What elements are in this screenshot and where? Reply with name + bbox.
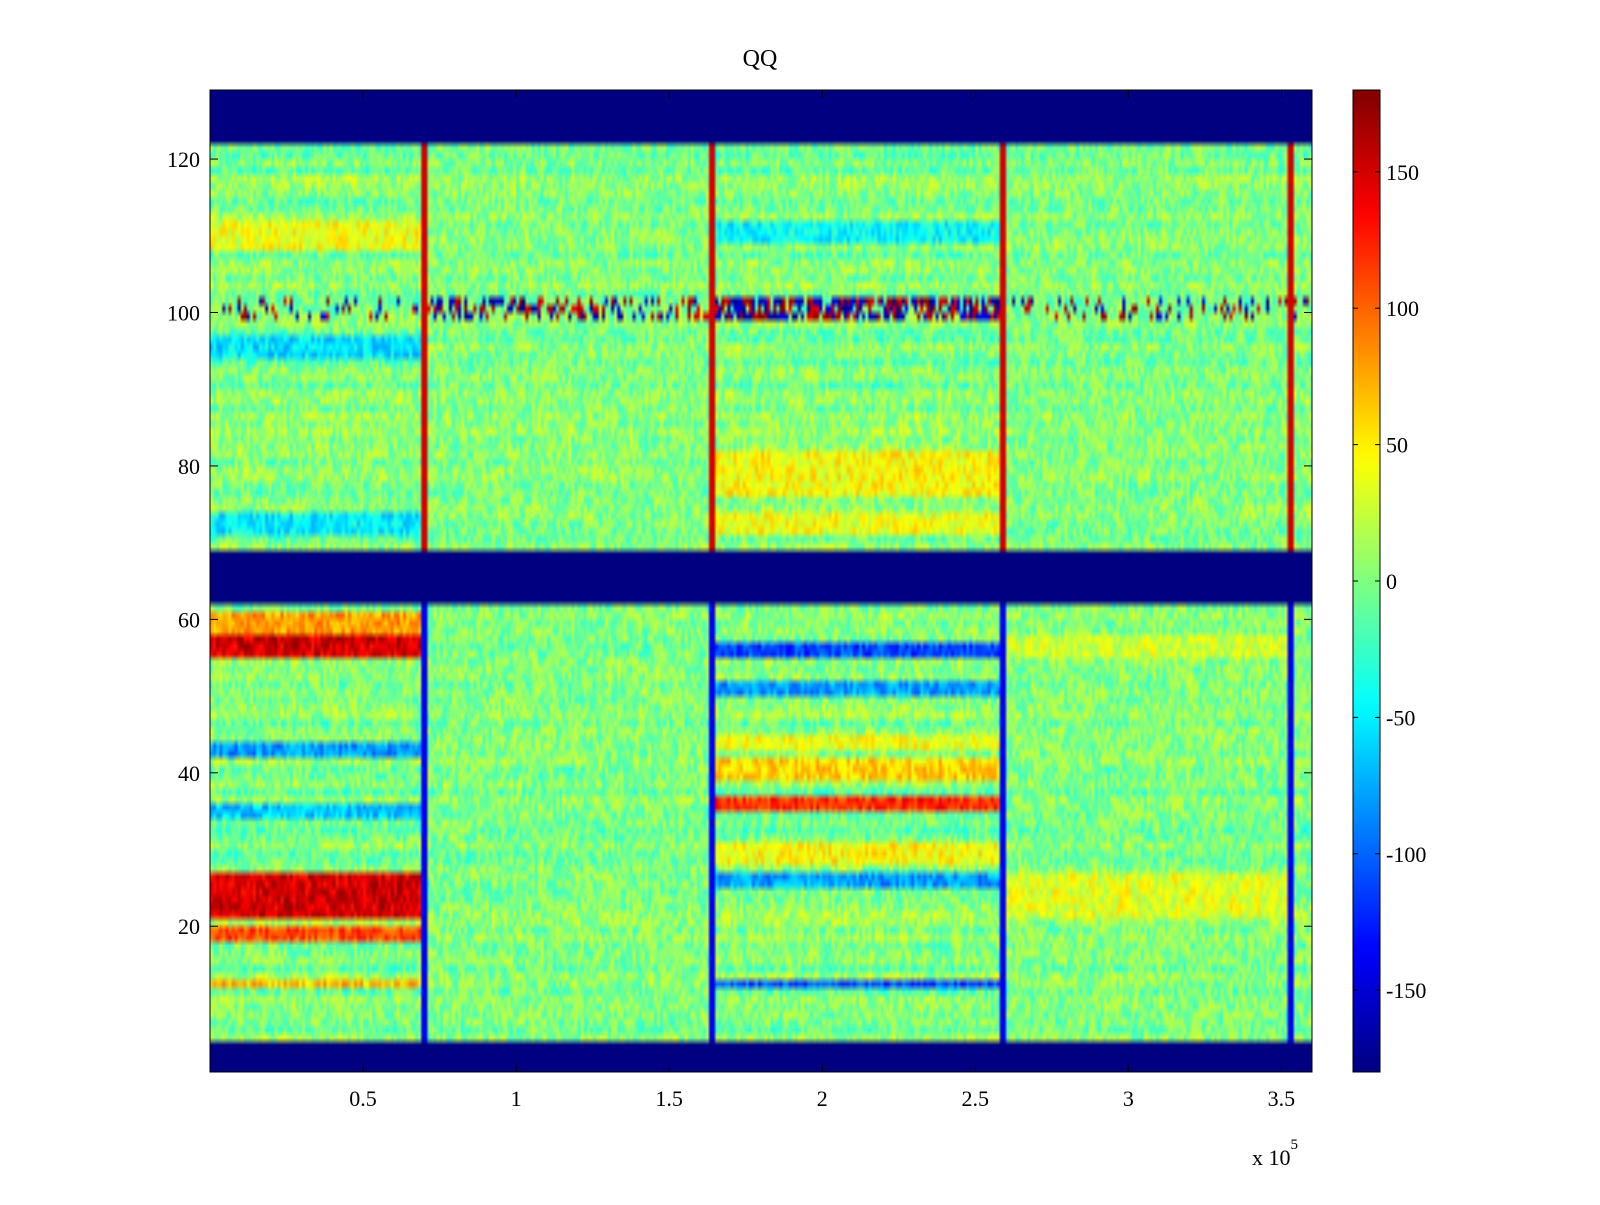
x-tick-label: 1 [511, 1086, 522, 1111]
colorbar-tick-label: -100 [1386, 842, 1426, 867]
colorbar-tick-label: 100 [1386, 296, 1419, 321]
chart-title: QQ [743, 46, 778, 72]
x-axis: 0.5 1 1.5 2 2.5 3 3.5 [349, 90, 1295, 1111]
plot-frame [209, 89, 1313, 1073]
x-tick-label: 2 [817, 1086, 828, 1111]
x-tick-label: 3.5 [1268, 1086, 1296, 1111]
y-tick-label: 40 [178, 761, 200, 786]
y-tick-label: 20 [178, 914, 200, 939]
y-axis: 20 40 60 80 100 120 [167, 147, 1312, 939]
x-tick-label: 3 [1123, 1086, 1134, 1111]
colorbar-tick-label: 0 [1386, 569, 1397, 594]
colorbar-ticks: -150 -100 -50 0 50 100 150 [1353, 160, 1426, 1003]
y-tick-label: 60 [178, 607, 200, 632]
y-tick-label: 120 [167, 147, 200, 172]
colorbar-tick-label: -50 [1386, 705, 1415, 730]
colorbar-tick-label: 150 [1386, 160, 1419, 185]
plot-area [209, 89, 1313, 1073]
x-tick-label: 2.5 [962, 1086, 990, 1111]
colorbar-tick-label: -150 [1386, 978, 1426, 1003]
colorbar-tick-label: 50 [1386, 433, 1408, 458]
x-exponent-base: x 10 [1252, 1145, 1291, 1170]
x-exponent-power: 5 [1291, 1137, 1299, 1153]
y-tick-label: 100 [167, 300, 200, 325]
x-tick-label: 1.5 [655, 1086, 683, 1111]
x-exponent-label: x 105 [1252, 1137, 1298, 1170]
heatmap-cells [210, 90, 1312, 1072]
x-tick-label: 0.5 [349, 1086, 377, 1111]
colorbar: -150 -100 -50 0 50 100 150 [1352, 89, 1426, 1073]
y-tick-label: 80 [178, 454, 200, 479]
